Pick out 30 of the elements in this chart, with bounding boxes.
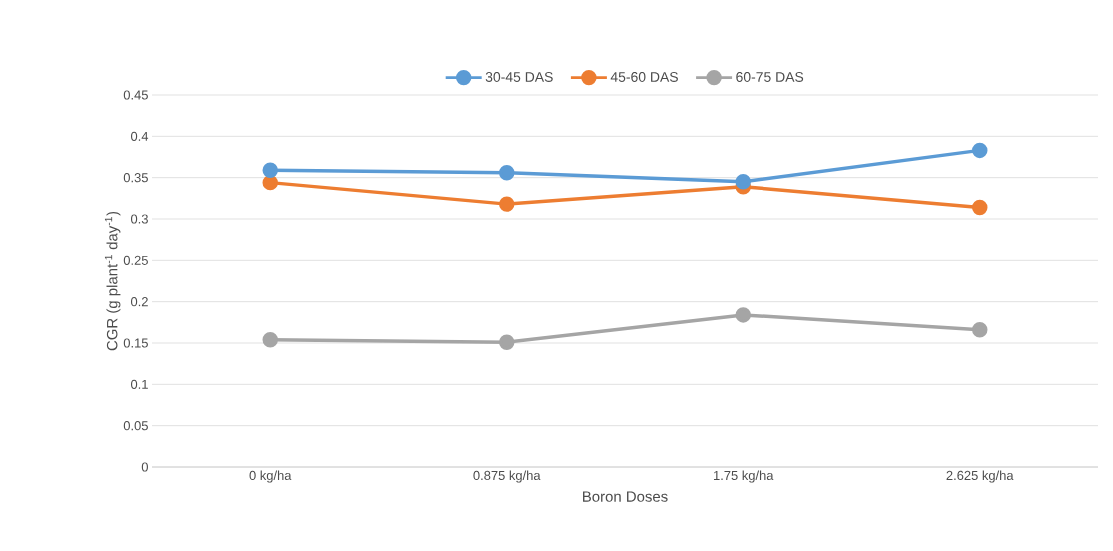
y-tick-label: 0.45 <box>123 90 148 100</box>
point <box>972 142 988 159</box>
point <box>262 162 278 178</box>
point <box>499 334 515 350</box>
y-tick-label: 0.4 <box>130 131 149 141</box>
legend-label: 60-75 DAS <box>736 71 804 82</box>
y-tick-label: 0.1 <box>130 379 148 389</box>
point <box>972 322 988 338</box>
y-tick-label: 0.2 <box>130 297 148 307</box>
x-tick-label: 1.75 kg/ha <box>714 470 774 483</box>
point <box>735 174 751 190</box>
y-tick-label: 0.3 <box>130 214 148 224</box>
y-axis-title: CGR (g plant$^{-1}$ day$^{-1}$) <box>104 211 121 351</box>
y-tick-label: 0.05 <box>123 421 148 431</box>
legend-label: 30-45 DAS <box>485 71 553 82</box>
y-tick-label: 0.35 <box>123 173 148 183</box>
x-tick-label: 2.625 kg/ha <box>946 470 1014 483</box>
x-tick-label: 0.875 kg/ha <box>473 470 541 483</box>
y-tick-label: 0.25 <box>123 255 148 265</box>
point <box>499 164 515 181</box>
y-tick-label: 0.15 <box>123 338 148 348</box>
point <box>499 196 515 212</box>
x-axis-title: Boron Doses <box>583 491 668 502</box>
x-tick-label: 0 kg/ha <box>249 470 292 483</box>
legend-label: 45-60 DAS <box>610 71 678 82</box>
point <box>262 331 278 348</box>
y-tick-label: 0 <box>141 462 148 472</box>
point <box>735 307 751 323</box>
point <box>972 199 988 216</box>
point <box>262 174 278 191</box>
